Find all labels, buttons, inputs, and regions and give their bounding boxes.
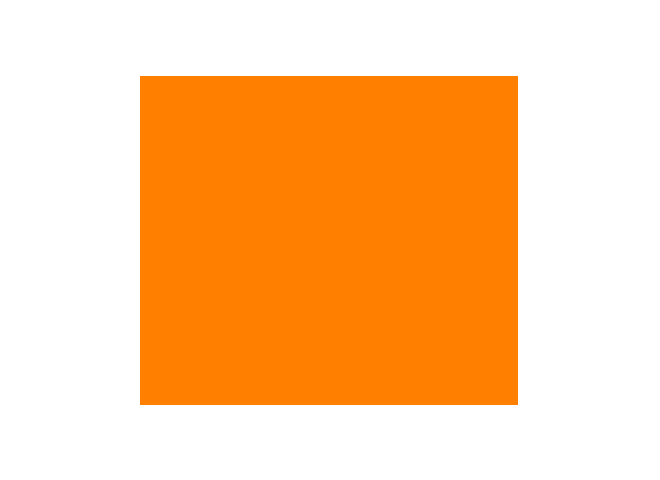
colorbar — [8, 439, 653, 461]
map-panel — [136, 72, 522, 409]
colorbar-tick-labels — [0, 461, 660, 480]
uv-dose-heatmap — [140, 76, 518, 405]
